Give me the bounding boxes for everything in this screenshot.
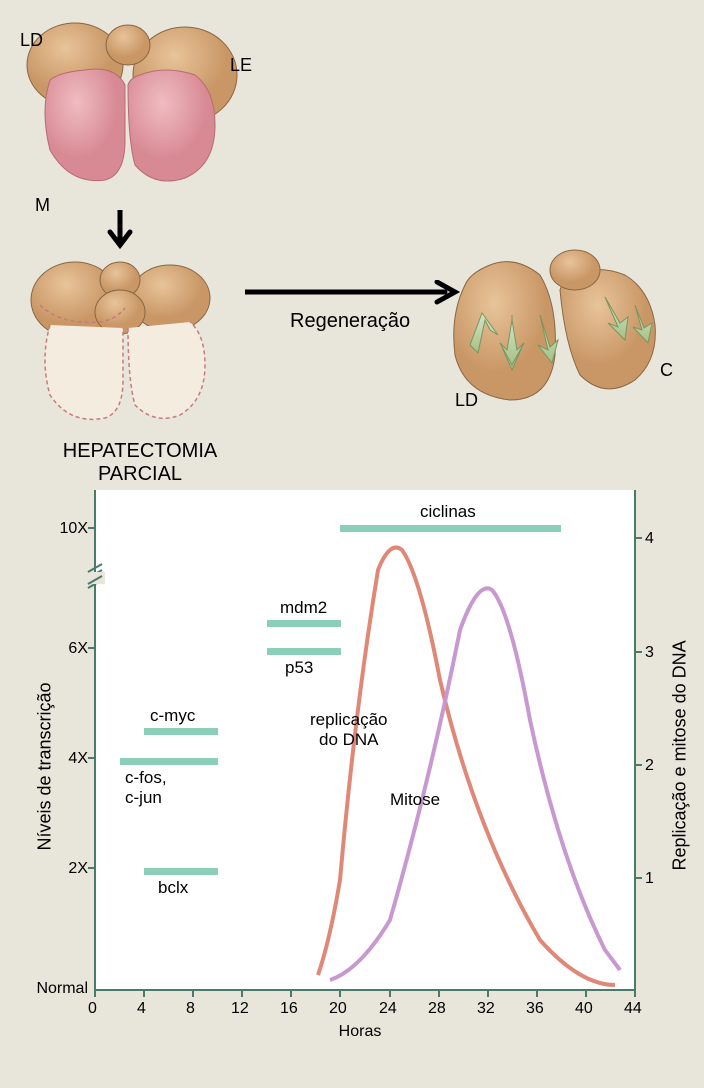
liver-diagram-section: LD LE M Regeneração	[0, 0, 704, 480]
gene-ciclinas: ciclinas	[420, 502, 476, 522]
y-right-2: 2	[645, 757, 654, 775]
y-right-4: 4	[645, 530, 654, 548]
label-LD2: LD	[455, 390, 478, 411]
label-replication: replicaçãodo DNA	[310, 710, 388, 751]
label-C: C	[660, 360, 673, 381]
gene-cmyc: c-myc	[150, 706, 195, 726]
y-left-normal: Normal	[28, 980, 88, 998]
gene-cfos: c-fos,	[125, 768, 167, 788]
y-right-3: 3	[645, 644, 654, 662]
label-mitose: Mitose	[390, 790, 440, 810]
y-left-4x: 4X	[50, 750, 88, 768]
gene-bclx: bclx	[158, 878, 188, 898]
y-left-2x: 2X	[50, 860, 88, 878]
chart-axes	[20, 480, 700, 1040]
label-LD: LD	[20, 30, 43, 51]
gene-mdm2: mdm2	[280, 598, 327, 618]
gene-p53: p53	[285, 658, 313, 678]
liver-partial	[20, 250, 250, 450]
x-axis-label: Horas	[330, 1023, 390, 1041]
y-right-title: Replicação e mitose do DNA	[670, 631, 691, 871]
label-regeneracao: Regeneração	[290, 310, 410, 333]
liver-full	[20, 10, 250, 210]
y-left-10x: 10X	[50, 520, 88, 538]
arrow-right	[245, 280, 465, 310]
gene-cjun: c-jun	[125, 788, 162, 808]
arrow-down-1	[105, 210, 135, 255]
label-hepatectomia: HEPATECTOMIA	[30, 440, 250, 463]
chart-section: 10X 6X 4X 2X Normal 4 3 2 1 0 4 8 12 16 …	[20, 480, 674, 1060]
label-M: M	[35, 195, 50, 216]
y-right-1: 1	[645, 870, 654, 888]
label-LE: LE	[230, 55, 252, 76]
y-left-title: Níveis de transcrição	[35, 671, 56, 851]
y-left-6x: 6X	[50, 640, 88, 658]
